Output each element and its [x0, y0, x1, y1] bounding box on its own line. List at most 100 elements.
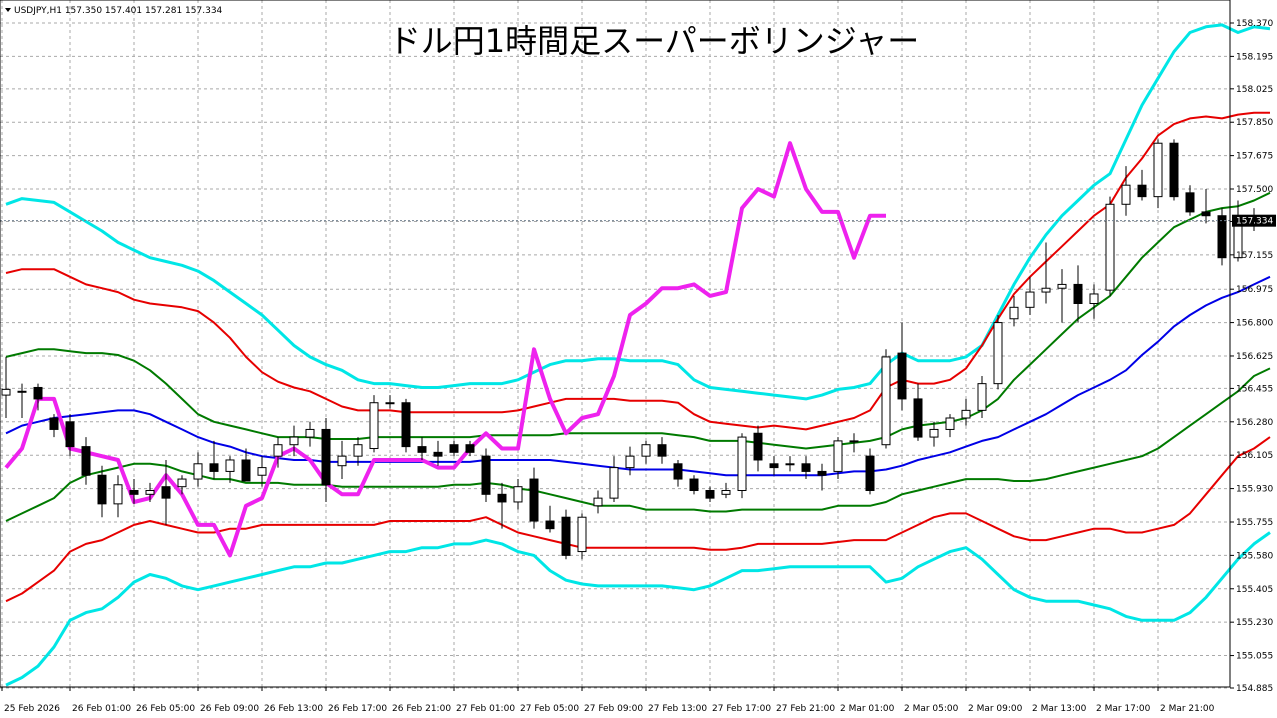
candle [113, 475, 123, 518]
candle [449, 440, 459, 457]
candle-body [417, 446, 427, 453]
candle [897, 322, 907, 411]
symbol-info: USDJPY,H1 157.350 157.401 157.281 157.33… [14, 6, 223, 16]
candle [321, 417, 331, 502]
candle-body [1009, 306, 1019, 320]
candle [545, 505, 555, 533]
candle [353, 437, 363, 466]
x-tick-label: 27 Feb 17:00 [712, 704, 771, 714]
y-tick-label: 157.155 [1236, 251, 1273, 261]
candle-body [497, 493, 507, 503]
candle [673, 459, 683, 487]
candle [721, 482, 731, 499]
candle [497, 482, 507, 529]
candle-body [1105, 203, 1115, 291]
candle-body [513, 486, 523, 503]
candle [529, 467, 539, 529]
candle-body [1057, 283, 1067, 289]
candle-body [881, 356, 891, 446]
current-price-tag [1232, 214, 1276, 227]
y-tick-label: 156.800 [1236, 319, 1273, 329]
candle-body [929, 428, 939, 438]
candle-body [97, 474, 107, 505]
x-tick-label: 2 Mar 01:00 [840, 704, 895, 714]
candle [257, 456, 267, 487]
y-tick-label: 155.055 [1236, 652, 1273, 662]
candle [337, 440, 347, 480]
candle-body [337, 455, 347, 467]
candle [561, 509, 571, 560]
candle [1201, 189, 1211, 224]
candle [33, 383, 43, 411]
x-tick-label: 26 Feb 17:00 [328, 704, 387, 714]
indicator-line [5, 23, 1271, 401]
candle-body [289, 436, 299, 446]
candle [433, 440, 443, 466]
candle-body [849, 440, 859, 443]
candle-body [961, 409, 971, 419]
candle-body [49, 417, 59, 430]
candle [225, 456, 235, 483]
candle [929, 421, 939, 447]
y-tick-label: 156.105 [1236, 451, 1273, 461]
candle-body [1073, 283, 1083, 305]
candle-body [753, 432, 763, 461]
indicator-line [5, 191, 1271, 450]
candle [769, 456, 779, 476]
x-tick-label: 2 Mar 09:00 [968, 704, 1023, 714]
candle [161, 459, 171, 525]
candle [1153, 139, 1163, 209]
candle [1137, 169, 1147, 201]
candle [577, 513, 587, 560]
candle-body [1169, 142, 1179, 198]
candle-body [641, 444, 651, 457]
candle [369, 395, 379, 453]
candle [1041, 242, 1051, 304]
candle [145, 482, 155, 502]
x-tick-label: 27 Feb 01:00 [456, 704, 515, 714]
candle [1105, 196, 1115, 296]
candle-body [385, 402, 395, 405]
candle [177, 475, 187, 495]
indicator-lines [4, 23, 1271, 687]
candle [801, 456, 811, 480]
candle-body [225, 459, 235, 472]
candle-body [657, 444, 667, 457]
time-axis: 25 Feb 2026 26 Feb 01:00 26 Feb 05:00 26 Fe… [1, 687, 1215, 714]
current-price-label: 157.334 [1236, 217, 1273, 227]
candle [385, 395, 395, 409]
candle [513, 479, 523, 510]
candle-body [705, 490, 715, 499]
candle-body [609, 467, 619, 499]
candle [1025, 276, 1035, 315]
indicator-line [5, 111, 1270, 431]
candle-body [433, 451, 443, 457]
candle-body [625, 455, 635, 469]
candle-body [1201, 211, 1211, 217]
candle [1089, 284, 1099, 319]
x-tick-label: 26 Feb 21:00 [392, 704, 451, 714]
candle [705, 486, 715, 502]
candle [49, 414, 59, 438]
candle [417, 437, 427, 460]
y-tick-label: 155.930 [1236, 485, 1273, 495]
y-tick-label: 155.405 [1236, 585, 1273, 595]
candle-body [1217, 215, 1227, 259]
x-tick-label: 2 Mar 17:00 [1096, 704, 1151, 714]
candle-body [721, 490, 731, 495]
candle-body [33, 386, 43, 400]
candle-body [353, 444, 363, 457]
candle [737, 433, 747, 499]
indicator-line [5, 275, 1271, 477]
candle [865, 448, 875, 495]
symbol-arrow-icon[interactable] [5, 8, 11, 12]
candle-body [977, 383, 987, 411]
candle-body [1025, 291, 1035, 308]
candle-body [1, 388, 11, 396]
x-tick-label: 2 Mar 05:00 [904, 704, 959, 714]
candle-body [689, 478, 699, 492]
y-tick-label: 155.755 [1236, 518, 1273, 528]
candle [609, 456, 619, 502]
candle [753, 425, 763, 472]
x-tick-label: 27 Feb 09:00 [584, 704, 643, 714]
